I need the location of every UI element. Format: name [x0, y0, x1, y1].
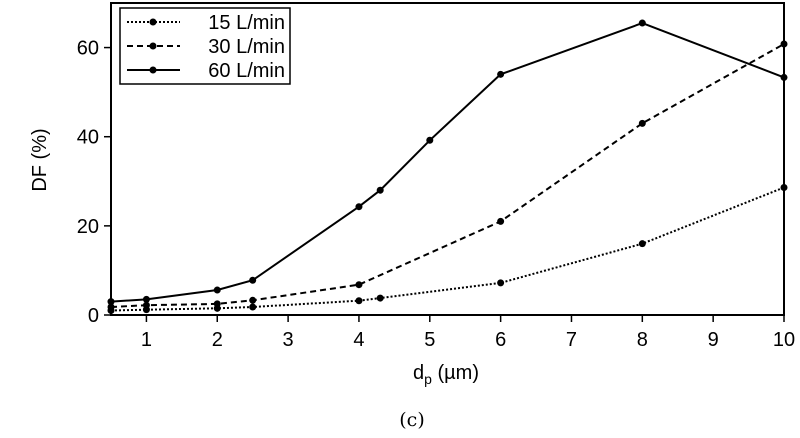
legend-label: 30 L/min	[208, 36, 285, 58]
y-axis-ticks: 0 20 40 60	[77, 38, 111, 327]
data-point	[638, 19, 646, 27]
y-tick-label: 20	[77, 216, 99, 238]
data-point	[497, 70, 505, 78]
x-tick-label: 4	[353, 329, 364, 351]
x-axis-label-unit: (µm)	[432, 362, 479, 384]
data-point	[142, 301, 150, 309]
data-point	[426, 136, 434, 144]
data-point	[249, 296, 257, 304]
data-point	[355, 203, 363, 211]
x-tick-label: 9	[708, 329, 719, 351]
data-point	[780, 184, 788, 192]
x-tick-label: 2	[212, 329, 223, 351]
series-2	[107, 40, 788, 311]
y-axis-label: DF (%)	[29, 128, 51, 191]
data-point	[107, 298, 115, 306]
data-point	[376, 186, 384, 194]
series-line	[110, 186, 785, 312]
data-point	[249, 276, 257, 284]
data-point	[249, 303, 257, 311]
plot-frame	[110, 2, 785, 316]
legend-marker	[149, 42, 157, 50]
y-tick-label: 40	[77, 127, 99, 149]
data-point	[376, 294, 384, 302]
y-tick-label: 0	[88, 305, 99, 327]
x-tick-label: 7	[566, 329, 577, 351]
data-point	[355, 297, 363, 305]
x-axis-ticks: 1 2 3 4 5 6 7 8 9 10	[141, 315, 795, 351]
series-line	[110, 22, 785, 303]
legend-marker	[149, 66, 157, 74]
data-point	[213, 286, 221, 294]
data-point	[142, 295, 150, 303]
data-point	[497, 217, 505, 225]
x-tick-label: 10	[773, 329, 795, 351]
y-tick-label: 60	[77, 38, 99, 60]
legend-marker	[149, 18, 157, 26]
data-point	[638, 240, 646, 248]
data-point	[107, 303, 115, 311]
x-axis-label: dp (µm)	[413, 362, 479, 387]
data-point	[497, 279, 505, 287]
series-layer	[107, 19, 788, 315]
data-point	[780, 40, 788, 48]
x-axis-label-main: d	[413, 362, 424, 384]
data-point	[355, 281, 363, 289]
legend-label: 15 L/min	[208, 12, 285, 34]
data-point	[213, 300, 221, 308]
series-line	[110, 43, 785, 308]
x-tick-label: 1	[141, 329, 152, 351]
legend-label: 60 L/min	[208, 60, 285, 82]
x-tick-label: 8	[637, 329, 648, 351]
series-3	[107, 19, 788, 306]
series-1	[107, 184, 788, 315]
figure-caption: (c)	[399, 409, 424, 431]
x-tick-label: 3	[283, 329, 294, 351]
data-point	[780, 73, 788, 81]
x-axis-label-subscript: p	[424, 371, 432, 387]
x-tick-label: 6	[495, 329, 506, 351]
x-tick-label: 5	[424, 329, 435, 351]
data-point	[638, 119, 646, 127]
